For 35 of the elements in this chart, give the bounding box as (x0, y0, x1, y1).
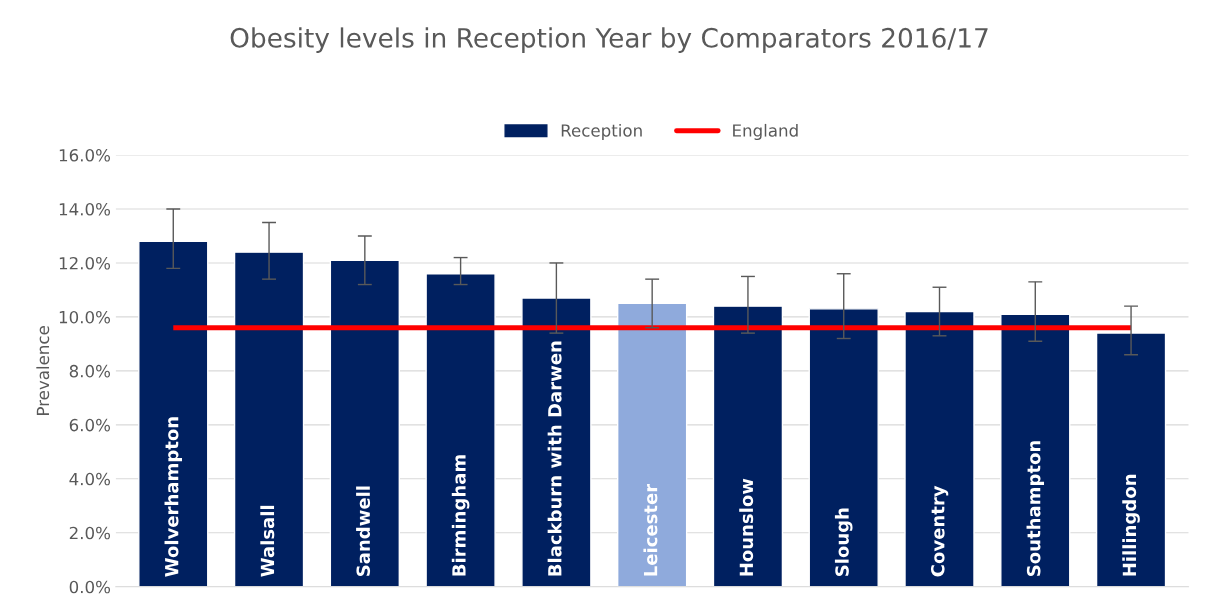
legend-label: Reception (561, 123, 642, 141)
x-tick-label: Hounslow (739, 478, 754, 576)
bar (329, 259, 401, 587)
x-tick-label: Slough (834, 508, 853, 576)
y-tick-label: 0.0% (69, 580, 111, 594)
x-tick-label: Blackburn with Darwen (547, 341, 562, 576)
y-axis-title: Prevalence (36, 326, 50, 415)
y-tick-label: 8.0% (69, 364, 111, 378)
bar (1000, 313, 1071, 587)
x-tick-label: Coventry (930, 485, 949, 577)
x-tick-label: Walsall (260, 505, 275, 577)
x-tick-label: Wolverhampton (164, 417, 183, 577)
y-tick-label: 4.0% (69, 472, 111, 486)
x-tick-label: Southampton (1026, 441, 1045, 576)
y-tick-label: 16.0% (59, 149, 111, 162)
bar (521, 297, 592, 587)
chart-title: Obesity levels in Reception Year by Comparators 2016/17 (230, 27, 988, 53)
y-tick-label: 12.0% (59, 256, 111, 270)
y-tick-label: 14.0% (59, 202, 111, 216)
bar (616, 302, 688, 587)
y-tick-label: 6.0% (69, 418, 111, 432)
bar (233, 251, 305, 587)
bar (808, 308, 879, 587)
legend-label: England (733, 123, 798, 141)
bar (138, 240, 209, 587)
bar (712, 305, 784, 587)
x-tick-label: Hillingdon (1122, 474, 1140, 576)
x-tick-label: Sandwell (356, 486, 371, 576)
bar (1095, 332, 1167, 587)
x-tick-label: Leicester (643, 483, 658, 576)
y-tick-label: 10.0% (59, 310, 111, 324)
y-tick-label: 2.0% (69, 526, 111, 540)
bar (904, 310, 975, 587)
bar (425, 273, 496, 587)
x-tick-label: Birmingham (451, 455, 470, 576)
